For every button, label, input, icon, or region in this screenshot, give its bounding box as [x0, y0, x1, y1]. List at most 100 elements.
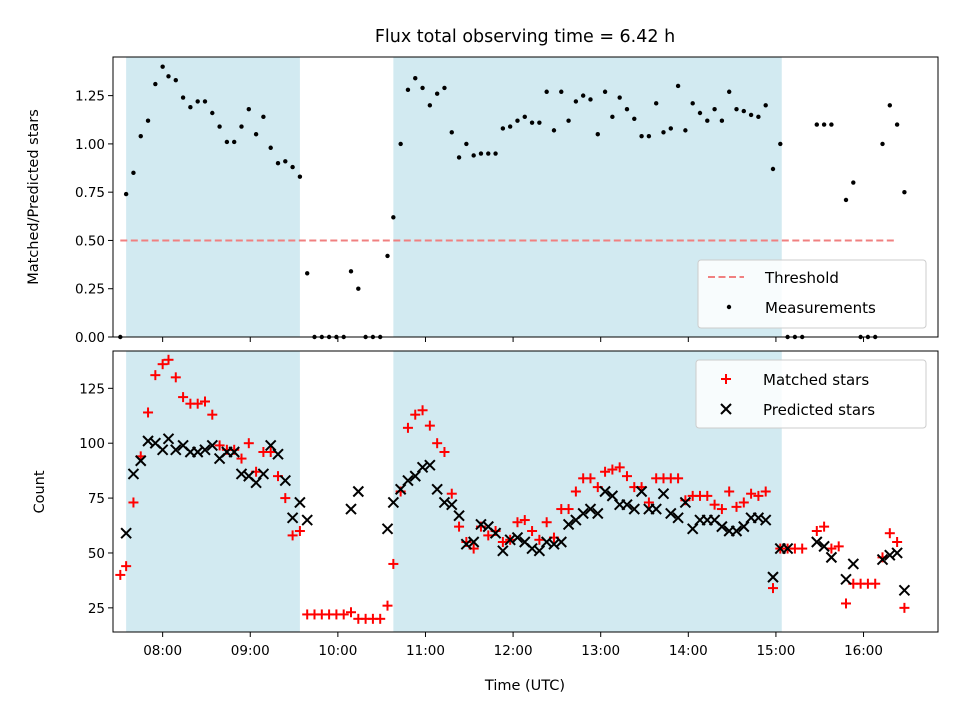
bottom-series-1-point-91: [891, 547, 903, 559]
bottom-series-1-point-1: [127, 468, 140, 480]
top-legend-box: [697, 259, 927, 329]
bottom-series-0-point-59: [541, 517, 552, 528]
top-y-tick-label-2: 0.50: [75, 233, 105, 249]
bottom-series-0-point-87: [746, 488, 757, 499]
bottom-series-1-point-92: [898, 584, 911, 596]
bottom-series-0-point-45: [439, 446, 450, 457]
top-series-0-point-14: [217, 124, 222, 129]
top-series-0-point-96: [821, 122, 827, 127]
bottom-series-0-point-18: [243, 438, 254, 449]
bottom-series-1-point-84: [811, 536, 823, 548]
top-y-tick-label-0: 0.00: [75, 330, 105, 346]
top-series-0-point-87: [748, 112, 754, 118]
top-series-0-point-95: [814, 122, 820, 127]
bottom-series-0-point-9: [178, 392, 189, 403]
bottom-series-0-point-38: [388, 558, 399, 569]
bottom-series-0-point-88: [753, 490, 764, 501]
bottom-y-tick-label-2: 75: [88, 491, 105, 507]
bottom-series-1-point-30: [394, 483, 407, 496]
top-series-0-point-89: [763, 103, 768, 108]
bottom-series-1-point-58: [599, 485, 611, 498]
bottom-series-1-point-19: [257, 468, 270, 480]
bottom-series-1-point-16: [235, 468, 248, 480]
bottom-series-0-point-84: [724, 486, 735, 497]
top-y-axis-label: Matched/Predicted stars: [26, 109, 42, 285]
bottom-series-1-point-12: [206, 439, 218, 452]
bottom-series-1-point-2: [135, 455, 147, 467]
bottom-series-1-point-53: [562, 518, 575, 531]
bottom-x-ticks: 08:00 09:00 10:00 11:00 12:00 13:00 14:00 15:00…: [143, 632, 883, 659]
legend-predicted-swatch: [720, 403, 732, 415]
legend-matched-label: Matched stars: [763, 371, 869, 389]
top-series-0-point-99: [851, 180, 856, 185]
bottom-x-tick-label-4: 12:00: [494, 643, 533, 659]
top-series-0-point-39: [398, 141, 403, 147]
bottom-series-1-point-49: [533, 545, 546, 557]
bottom-x-tick-label-6: 14:00: [669, 643, 708, 659]
top-series-0-point-74: [653, 101, 659, 106]
legend-predicted-label: Predicted stars: [763, 401, 875, 419]
bottom-series-0-point-42: [417, 405, 428, 416]
bottom-series-0-point-11: [192, 398, 203, 409]
top-chart-panel: Flux total observing time = 6.42 h 0.00 0…: [26, 27, 939, 346]
bottom-series-1-point-0: [120, 527, 132, 539]
bottom-series-0-point-97: [826, 543, 837, 554]
bottom-series-1-point-48: [526, 542, 538, 555]
top-series-0-point-67: [602, 89, 608, 94]
bottom-series-0-point-83: [716, 504, 727, 515]
top-series-0-point-38: [391, 215, 396, 220]
bottom-series-0-point-47: [454, 521, 465, 532]
top-series-0-point-26: [305, 271, 310, 276]
top-series-0-point-77: [675, 83, 681, 89]
bottom-series-1-point-65: [650, 503, 662, 515]
top-series-0-point-32: [348, 269, 354, 274]
bottom-series-1-point-31: [402, 474, 414, 487]
top-series-0-point-8: [173, 77, 178, 83]
bottom-series-0-point-24: [287, 530, 298, 541]
top-series-0-point-103: [880, 141, 885, 147]
top-series-0-point-58: [537, 120, 542, 125]
top-series-0-point-22: [275, 161, 281, 166]
chart-title: Flux total observing time = 6.42 h: [375, 27, 675, 47]
top-series-0-point-61: [559, 89, 564, 94]
top-series-0-point-50: [478, 151, 484, 156]
bottom-series-1-point-21: [272, 448, 284, 460]
top-series-0-point-41: [413, 76, 418, 81]
top-axes-frame: [112, 56, 939, 338]
bottom-series-1-point-15: [228, 446, 240, 458]
top-series-0-point-20: [261, 114, 266, 120]
bottom-series-1-point-77: [738, 520, 750, 533]
top-series-0-point-3: [138, 133, 143, 139]
bottom-x-tick-label-5: 13:00: [581, 643, 620, 659]
top-series-0-point-85: [734, 106, 739, 112]
bottom-series-1-point-43: [489, 527, 502, 539]
bottom-series-1-point-41: [475, 518, 487, 531]
bottom-series-0-point-85: [731, 501, 742, 512]
x-axis-label: Time (UTC): [484, 678, 565, 694]
top-series-0-point-18: [246, 106, 251, 112]
bottom-series-0-point-46: [446, 488, 457, 499]
bottom-series-1-point-56: [584, 503, 597, 515]
top-series-0-point-75: [661, 130, 666, 135]
bottom-series-1-point-68: [672, 512, 684, 524]
top-series-0-point-64: [580, 93, 586, 98]
legend-predicted-marker: [720, 403, 732, 415]
top-series-0-point-9: [180, 95, 186, 100]
top-series-0-point-51: [486, 151, 491, 156]
bottom-series-1-point-87: [840, 573, 852, 586]
bottom-x-tick-label-0: 08:00: [143, 643, 182, 659]
bottom-series-0-point-62: [563, 504, 574, 515]
bottom-series-0-point-41: [410, 409, 421, 420]
bottom-series-1-point-89: [876, 553, 889, 566]
top-series-0-point-10: [188, 105, 193, 110]
top-series-0-point-104: [887, 103, 893, 108]
bottom-series-0-point-107: [899, 602, 910, 613]
bottom-series-0-point-70: [621, 471, 632, 482]
bottom-y-axis-label: Count: [32, 470, 48, 513]
top-series-0-point-44: [434, 91, 440, 96]
top-series-0-point-4: [145, 118, 151, 123]
top-series-0-point-48: [464, 141, 469, 147]
bottom-series-0-point-106: [892, 536, 903, 547]
bottom-series-0-point-89: [760, 486, 771, 497]
bottom-series-1-point-5: [156, 444, 169, 456]
